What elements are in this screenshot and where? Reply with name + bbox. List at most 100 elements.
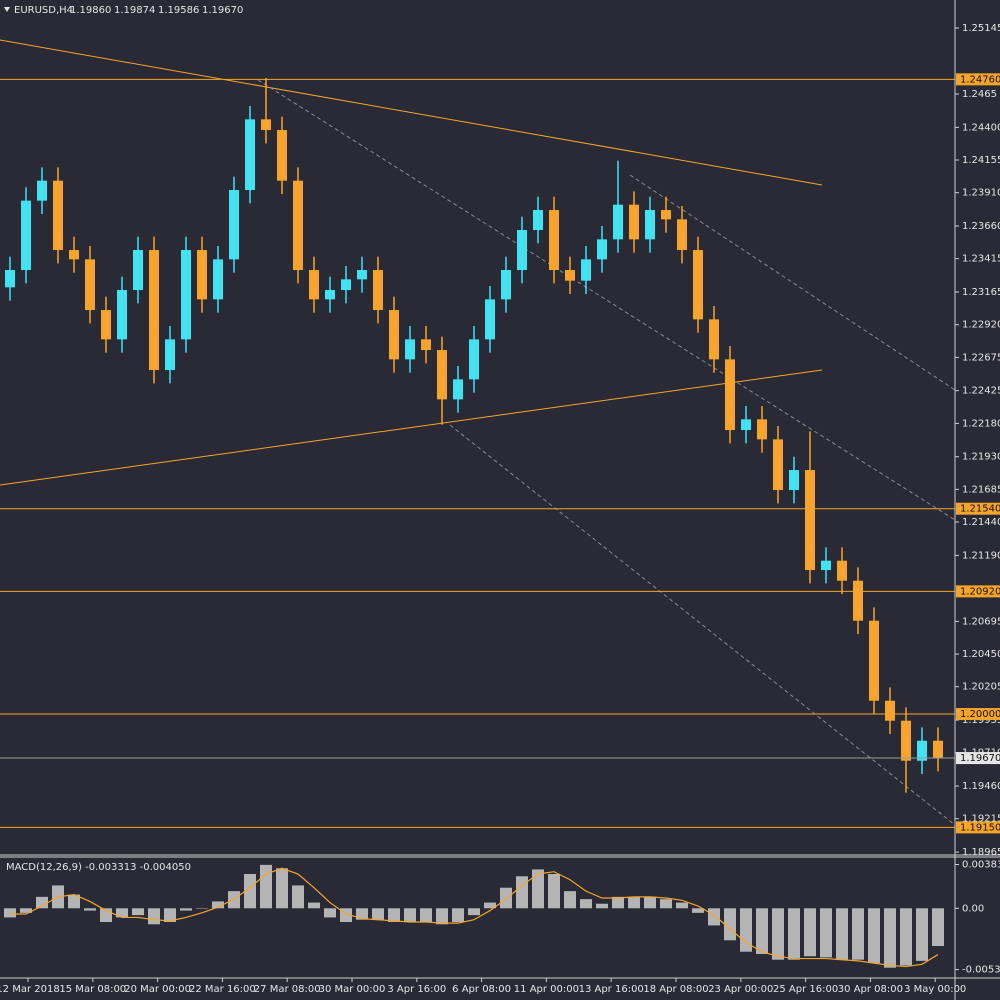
candle-body bbox=[805, 470, 815, 571]
candle-body bbox=[789, 470, 799, 491]
macd-bar bbox=[20, 908, 32, 913]
candle-body bbox=[933, 740, 943, 759]
candle-body bbox=[725, 359, 735, 431]
y-tick-label: 1.22180 bbox=[962, 418, 1000, 429]
level-label: 1.21540 bbox=[960, 504, 1000, 515]
candle-body bbox=[389, 310, 399, 360]
x-tick-label: 18 Apr 08:00 bbox=[643, 984, 708, 995]
candle-body bbox=[693, 250, 703, 320]
candle-body bbox=[469, 339, 479, 380]
price-pane bbox=[0, 78, 955, 828]
macd-bar bbox=[4, 908, 16, 918]
channel-line bbox=[257, 79, 956, 521]
x-tick-label: 30 Apr 08:00 bbox=[838, 984, 903, 995]
y-tick-label: 1.21930 bbox=[962, 452, 1000, 463]
candle-body bbox=[309, 270, 319, 300]
level-box bbox=[956, 708, 1000, 721]
macd-bar bbox=[644, 896, 656, 909]
candle-body bbox=[677, 219, 687, 251]
candle-body bbox=[757, 419, 767, 440]
candle-body bbox=[117, 290, 127, 340]
macd-bar bbox=[868, 908, 880, 964]
x-tick-label: 12 Mar 2018 bbox=[0, 984, 60, 995]
macd-bar bbox=[148, 908, 160, 925]
macd-bar bbox=[132, 908, 144, 916]
candle-body bbox=[53, 180, 63, 251]
candle-body bbox=[501, 270, 511, 300]
y-tick-label: 1.21190 bbox=[962, 550, 1000, 561]
macd-bar bbox=[404, 908, 416, 922]
level-box bbox=[956, 502, 1000, 515]
macd-bar bbox=[884, 908, 896, 968]
macd-bar bbox=[196, 908, 208, 909]
macd-bar bbox=[180, 908, 192, 911]
candle-body bbox=[293, 180, 303, 271]
macd-bar bbox=[820, 908, 832, 958]
macd-bar bbox=[68, 894, 80, 909]
macd-bar bbox=[244, 874, 256, 909]
macd-bar bbox=[708, 908, 720, 926]
candle-body bbox=[373, 270, 383, 311]
macd-bar bbox=[356, 908, 368, 920]
candle-body bbox=[277, 130, 287, 181]
candle-body bbox=[325, 290, 335, 300]
candle-body bbox=[229, 190, 239, 260]
macd-bar bbox=[36, 896, 48, 909]
y-tick-label: 1.23660 bbox=[962, 221, 1000, 232]
macd-bar bbox=[308, 902, 320, 909]
macd-bar bbox=[804, 908, 816, 957]
macd-bar bbox=[292, 885, 304, 909]
candle-body bbox=[821, 560, 831, 571]
menu-arrow[interactable] bbox=[4, 7, 10, 12]
level-label: 1.20000 bbox=[960, 709, 1000, 720]
candle-body bbox=[885, 700, 895, 721]
x-tick-label: 3 May 00:00 bbox=[904, 984, 966, 995]
y-tick-label: 0.00383 bbox=[962, 860, 1000, 871]
y-tick-label: 1.25145 bbox=[962, 23, 1000, 34]
macd-bar bbox=[772, 908, 784, 960]
x-tick-label: 22 Mar 16:00 bbox=[189, 984, 256, 995]
macd-bar bbox=[740, 908, 752, 952]
y-tick-label: -0.005365 bbox=[962, 965, 1000, 976]
x-tick-label: 25 Apr 16:00 bbox=[773, 984, 838, 995]
y-tick-label: 1.19215 bbox=[962, 814, 1000, 825]
macd-bar bbox=[260, 864, 272, 909]
candle-body bbox=[69, 250, 79, 260]
candle-body bbox=[581, 259, 591, 281]
ohlc-close: 1.19670 bbox=[202, 5, 243, 16]
candle-body bbox=[597, 239, 607, 260]
macd-bar bbox=[596, 903, 608, 909]
candle-body bbox=[357, 270, 367, 280]
candle-body bbox=[709, 319, 719, 360]
trend-line bbox=[0, 369, 823, 486]
macd-bar bbox=[852, 908, 864, 960]
macd-bar bbox=[676, 902, 688, 909]
macd-bar bbox=[788, 908, 800, 960]
macd-bar bbox=[484, 902, 496, 909]
macd-bar bbox=[612, 896, 624, 909]
macd-bar bbox=[660, 899, 672, 909]
macd-bar bbox=[756, 908, 768, 954]
y-tick-label: 1.19955 bbox=[962, 715, 1000, 726]
y-tick-label: 1.2465 bbox=[962, 89, 997, 100]
y-tick-label: 1.18965 bbox=[962, 847, 1000, 858]
x-tick-label: 13 Apr 16:00 bbox=[579, 984, 644, 995]
y-tick-label: 1.24155 bbox=[962, 155, 1000, 166]
candle-body bbox=[181, 250, 191, 340]
level-label: 1.20920 bbox=[960, 586, 1000, 597]
macd-bar bbox=[932, 908, 944, 946]
candle-body bbox=[773, 439, 783, 491]
level-label: 1.24760 bbox=[960, 74, 1000, 85]
candle-body bbox=[917, 740, 927, 761]
candle-body bbox=[85, 259, 95, 311]
x-tick-label: 15 Mar 08:00 bbox=[59, 984, 126, 995]
y-tick-label: 1.23910 bbox=[962, 188, 1000, 199]
macd-bar bbox=[436, 908, 448, 925]
macd-pane bbox=[4, 864, 944, 968]
candle-body bbox=[661, 210, 671, 220]
x-tick-label: 20 Mar 00:00 bbox=[124, 984, 191, 995]
candle-body bbox=[485, 299, 495, 340]
candle-body bbox=[213, 259, 223, 300]
y-tick-label: 0.00 bbox=[962, 903, 984, 914]
